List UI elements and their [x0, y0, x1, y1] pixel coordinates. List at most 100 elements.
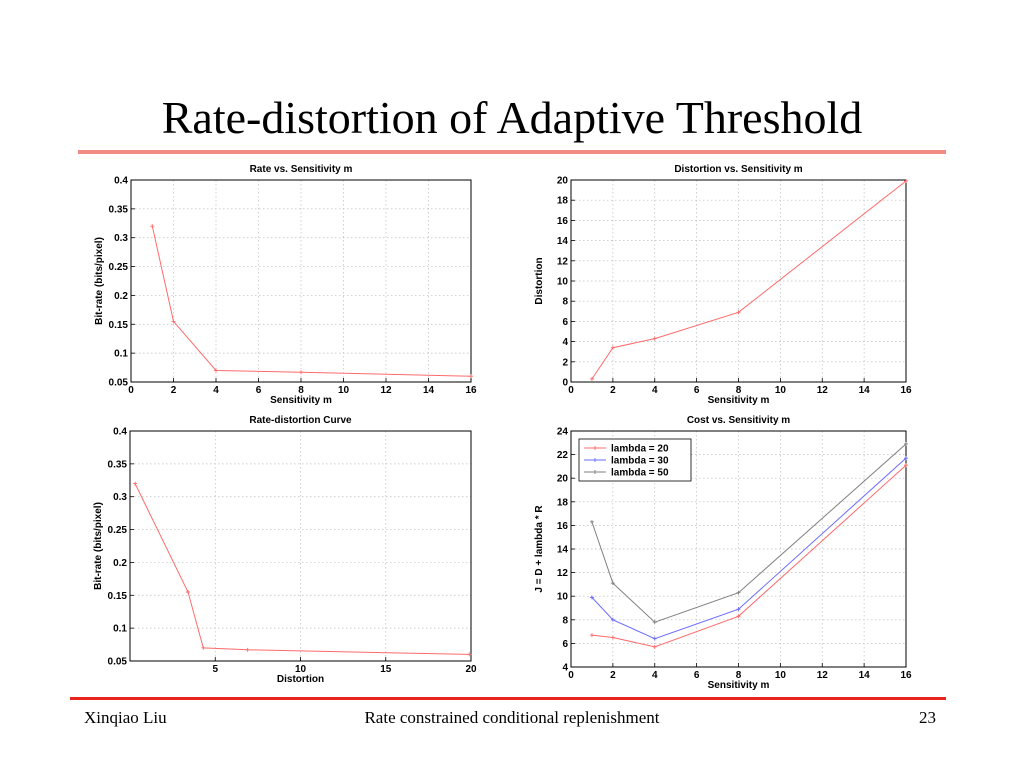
charts-svg: 0 2 4 6 8 10 12 14 160.050.10.150.20.250.30.350.…	[93, 164, 912, 691]
x-tick-label: 10	[295, 664, 307, 675]
data-point	[589, 595, 594, 600]
y-tick-label: 0.35	[108, 459, 128, 470]
chart-1: 0 2 4 6 8 10 12 14 16 0.05 0.1 0.15 0.2 0.25 0.3 0.35 0.…	[94, 164, 477, 406]
legend-marker	[593, 470, 597, 474]
y-tick-label: 6	[562, 317, 568, 328]
y-tick-label: 0.05	[108, 657, 128, 668]
x-tick-label: 2	[610, 385, 616, 396]
footer-page-number: 23	[919, 708, 936, 727]
y-tick-label: 0.1	[113, 624, 127, 635]
x-tick-label: 0	[568, 385, 574, 396]
x-tick-label: 6	[256, 385, 262, 396]
x-tick-label: 16	[465, 385, 477, 396]
slide-title: Rate-distortion of Adaptive Threshold	[161, 92, 863, 143]
data-point	[652, 336, 657, 341]
series-line-1	[134, 483, 470, 655]
x-tick-label: 14	[859, 670, 871, 681]
legend-marker	[593, 458, 597, 462]
x-tick-label: 8	[298, 385, 304, 396]
data-point	[610, 617, 615, 622]
y-tick-label: 14	[557, 545, 569, 556]
x-tick-label: 4	[652, 385, 658, 396]
data-point	[589, 633, 594, 638]
x-axis-label: Sensitivity m	[270, 395, 332, 406]
data-point	[904, 456, 908, 461]
y-tick-label: 18	[557, 196, 569, 207]
x-tick-label: 8	[736, 385, 742, 396]
x-axis-label: Sensitivity m	[708, 395, 770, 406]
y-tick-label: 4	[562, 337, 568, 348]
x-axis-label: Distortion	[277, 674, 324, 685]
legend-label: lambda = 50	[611, 468, 669, 479]
y-tick-label: 0.25	[108, 525, 128, 536]
y-axis-label: J = D + lambda * R	[534, 505, 545, 593]
y-tick-label: 10	[557, 592, 569, 603]
x-tick-label: 4	[213, 385, 219, 396]
data-point	[245, 647, 250, 652]
series-line-1	[591, 180, 907, 380]
y-tick-label: 0.25	[109, 262, 129, 273]
y-tick-label: 0.3	[113, 492, 127, 503]
data-point	[299, 370, 303, 375]
data-point	[171, 319, 176, 324]
x-tick-label: 6	[694, 385, 700, 396]
x-tick-label: 14	[859, 385, 871, 396]
title-divider	[78, 150, 946, 154]
data-point	[589, 519, 594, 524]
y-tick-label: 0.2	[114, 291, 128, 302]
y-tick-label: 0.15	[108, 591, 128, 602]
y-tick-label: 0.35	[109, 204, 129, 215]
y-tick-label: 0.4	[114, 176, 128, 187]
legend-label: lambda = 30	[611, 456, 669, 467]
footer-divider	[70, 697, 946, 700]
y-tick-label: 12	[557, 256, 569, 267]
y-tick-label: 0.3	[114, 233, 128, 244]
y-tick-label: 16	[557, 216, 569, 227]
x-tick-label: 15	[380, 664, 392, 675]
x-tick-label: 2	[171, 385, 177, 396]
y-tick-label: 4	[562, 663, 568, 674]
data-point	[736, 614, 741, 619]
x-tick-label: 12	[817, 385, 829, 396]
x-tick-label: 0	[568, 670, 574, 681]
x-tick-label: 10	[775, 670, 787, 681]
x-tick-label: 12	[380, 385, 392, 396]
data-point	[214, 368, 218, 373]
x-tick-label: 5	[212, 664, 218, 675]
y-tick-label: 12	[557, 568, 569, 579]
x-tick-label: 14	[423, 385, 435, 396]
y-tick-label: 8	[562, 297, 568, 308]
x-tick-label: 12	[817, 670, 829, 681]
y-tick-label: 0.2	[113, 558, 127, 569]
data-point	[610, 581, 615, 586]
y-tick-label: 0	[562, 378, 568, 389]
data-point	[201, 645, 206, 650]
data-point	[652, 636, 657, 641]
y-axis-label: Bit-rate (bits/pixel)	[94, 237, 105, 325]
y-tick-label: 6	[562, 639, 568, 650]
x-tick-label: 16	[900, 670, 912, 681]
chart-title: Cost vs. Sensitivity m	[687, 415, 790, 426]
y-tick-label: 0.05	[109, 378, 129, 389]
legend-label: lambda = 20	[611, 444, 669, 455]
y-tick-label: 20	[557, 474, 569, 485]
y-tick-label: 2	[562, 357, 568, 368]
data-point	[904, 463, 908, 468]
x-tick-label: 2	[610, 670, 616, 681]
y-axis-label: Distortion	[534, 257, 545, 304]
data-point	[736, 590, 741, 595]
data-point	[610, 635, 615, 640]
charts-area: 0 2 4 6 8 10 12 14 16 0.05 0.1 0.15 0.2 0.25 0.3 0.35 0.…	[78, 158, 946, 696]
y-axis-label: Bit-rate (bits/pixel)	[93, 502, 104, 590]
data-point	[133, 481, 138, 486]
y-tick-label: 14	[557, 236, 569, 247]
data-point	[469, 374, 473, 379]
y-tick-label: 24	[557, 427, 569, 438]
chart-2: 0 2 4 6 8 10 12 14 16 0 2 4 6 8 10 12 14 16 18 20 Distortion…	[534, 164, 912, 406]
data-point	[467, 652, 472, 657]
data-point	[904, 179, 908, 184]
footer-subtitle: Rate constrained conditional replenishme…	[364, 708, 660, 727]
chart-title: Rate-distortion Curve	[249, 415, 352, 426]
data-point	[736, 607, 741, 612]
